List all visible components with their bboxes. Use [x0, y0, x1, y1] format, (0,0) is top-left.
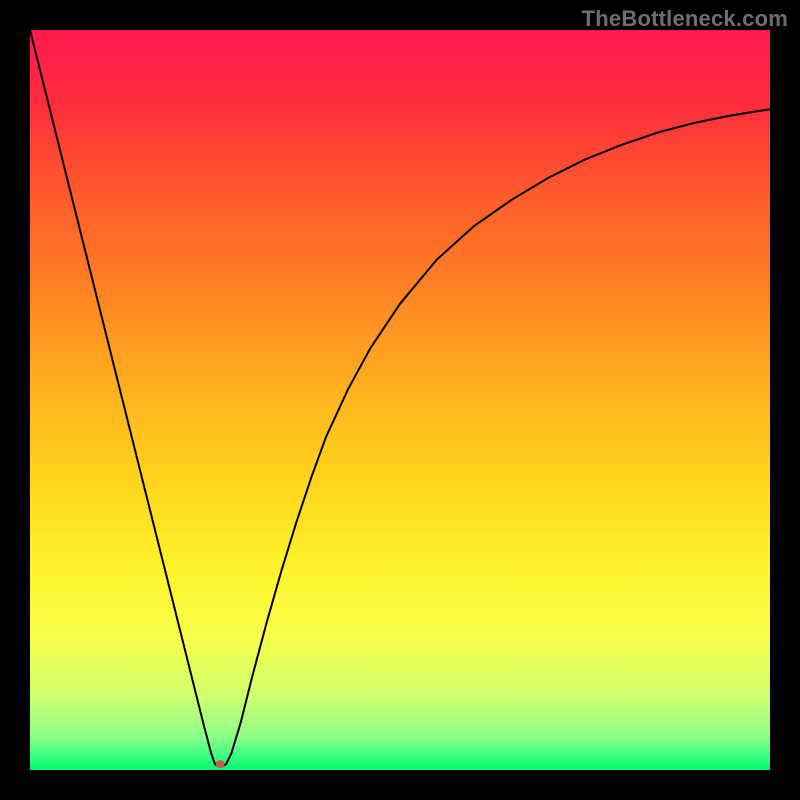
plot-background	[30, 30, 770, 770]
chart-svg	[30, 30, 770, 770]
watermark-text: TheBottleneck.com	[582, 6, 788, 32]
bottleneck-chart	[0, 0, 800, 800]
sweet-spot-marker	[216, 760, 225, 768]
